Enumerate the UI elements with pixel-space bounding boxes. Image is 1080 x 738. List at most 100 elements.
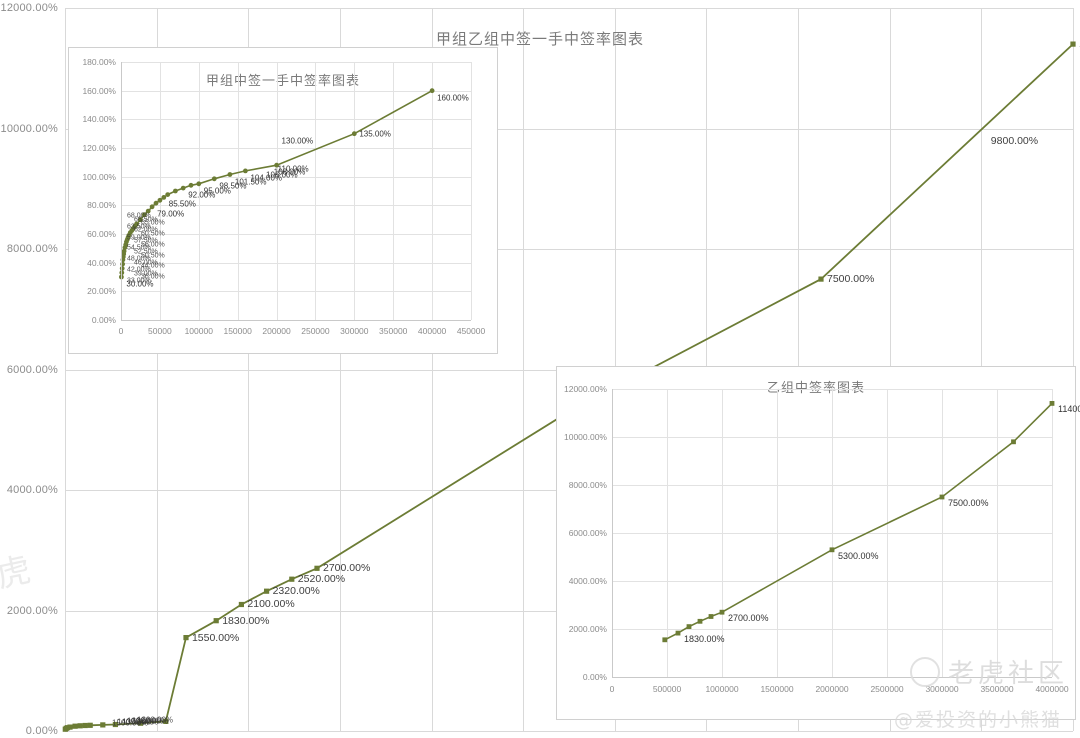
inset-yi-y-axis — [612, 389, 613, 677]
inset-jia-data-label: 95.00% — [203, 186, 231, 196]
inset-jia-data-label: 56.00% — [141, 241, 165, 249]
gridline-vertical — [339, 8, 341, 731]
gridline-vertical — [354, 62, 356, 320]
inset-yi-x-tick: 4000000 — [1035, 684, 1069, 694]
inset-jia-x-tick: 0 — [118, 326, 124, 336]
inset-jia-data-label: 104.00% — [250, 173, 283, 183]
gridline-horizontal — [121, 262, 471, 264]
inset-jia-x-axis — [121, 320, 471, 321]
inset-yi-x-tick: 3500000 — [980, 684, 1014, 694]
inset-jia-data-label: 68.00% — [127, 212, 151, 220]
inset-jia-title: 甲组中签一手中签率图表 — [205, 74, 360, 89]
inset-jia-data-label: 110.00% — [277, 164, 309, 174]
inset-yi-series — [662, 401, 1055, 643]
inset-chart-jia: 甲组中签一手中签率图表 0.00% 20.00% 40.00% 60.00% 80.00… — [68, 47, 498, 354]
gridline-horizontal — [65, 731, 1073, 732]
inset-jia-data-label: 98.50% — [219, 181, 247, 191]
inset-jia-data-label: 160.00% — [437, 93, 469, 103]
inset-jia-y-tick: 0.00% — [91, 315, 116, 325]
gridline-vertical — [832, 389, 833, 677]
gridline-vertical — [315, 62, 317, 320]
inset-jia-x-tick: 350000 — [379, 326, 408, 336]
inset-jia-data-label: 62.00% — [134, 226, 158, 234]
inset-yi-x-tick: 2500000 — [870, 684, 904, 694]
inset-jia-data-label: 66.50% — [134, 216, 158, 224]
gridline-vertical — [471, 62, 472, 320]
main-data-label: 9800.00% — [990, 134, 1039, 147]
main-y-tick: 6000.00% — [6, 363, 58, 376]
main-data-label: 7500.00% — [827, 273, 875, 286]
main-chart-y-axis — [65, 8, 66, 731]
gridline-horizontal — [65, 249, 1073, 250]
main-chart-title: 甲组乙组中签一手中签率图表 — [435, 30, 644, 48]
inset-jia-data-label: 36.00% — [141, 273, 165, 281]
inset-yi-data-label: 5300.00% — [838, 550, 879, 561]
gridline-horizontal — [121, 90, 471, 92]
inset-jia-data-label: 65.00% — [141, 219, 165, 227]
inset-jia-data-label: 44.00% — [141, 262, 165, 270]
inset-yi-data-label: 2700.00% — [728, 613, 769, 624]
inset-yi-y-tick: 10000.00% — [563, 432, 607, 442]
gridline-vertical — [432, 62, 434, 320]
inset-jia-data-label: 46.00% — [134, 259, 158, 267]
inset-yi-title: 乙组中签率图表 — [766, 381, 865, 396]
inset-jia-y-tick: 180.00% — [82, 57, 116, 67]
gridline-horizontal — [121, 119, 471, 121]
inset-jia-y-tick: 80.00% — [87, 200, 116, 211]
inset-jia-data-label: 135.00% — [359, 129, 391, 138]
main-data-label: 1300.00% — [127, 716, 164, 726]
gridline-vertical — [667, 389, 668, 677]
main-data-label: 1200.00% — [137, 715, 174, 725]
main-y-tick: 10000.00% — [0, 122, 58, 135]
inset-jia-x-tick: 200000 — [262, 326, 291, 336]
inset-jia-data-label: 57.50% — [134, 237, 158, 245]
inset-yi-y-tick: 0.00% — [582, 672, 607, 682]
inset-jia-data-label: 79.00% — [157, 209, 185, 219]
inset-jia-x-tick: 100000 — [184, 326, 213, 336]
main-data-label: 1830.00% — [222, 614, 270, 627]
inset-jia-y-axis — [121, 62, 122, 320]
gridline-horizontal — [65, 8, 1073, 9]
inset-jia-data-label: 106.00% — [266, 170, 298, 180]
main-data-label: 2100.00% — [247, 598, 295, 611]
main-y-tick: 0.00% — [25, 725, 58, 737]
inset-jia-data-label: 33.00% — [127, 277, 151, 285]
inset-yi-x-tick: 0 — [609, 684, 615, 694]
inset-jia-y-tick: 100.00% — [82, 171, 116, 182]
inset-jia-x-tick: 250000 — [301, 326, 330, 336]
main-data-label: 1500.00% — [112, 718, 149, 728]
inset-jia-data-label: 108.00% — [273, 167, 306, 177]
main-data-label: 2700.00% — [323, 562, 371, 575]
inset-yi-data-label: 1830.00% — [684, 634, 725, 645]
inset-jia-data-label: 85.50% — [168, 199, 196, 209]
main-data-label: 2320.00% — [272, 585, 320, 598]
inset-jia-x-tick: 150000 — [223, 326, 252, 336]
inset-jia-data-label: 92.00% — [188, 190, 216, 200]
inset-jia-data-label: 48.00% — [127, 255, 151, 263]
gridline-horizontal — [121, 291, 471, 293]
inset-jia-x-tick: 400000 — [417, 326, 447, 336]
inset-yi-x-tick: 1000000 — [705, 684, 739, 694]
inset-jia-y-tick: 20.00% — [87, 286, 116, 297]
gridline-vertical — [159, 62, 161, 320]
gridline-vertical — [942, 389, 943, 677]
inset-jia-data-label: 52.50% — [134, 248, 158, 256]
gridline-vertical — [523, 8, 525, 731]
inset-chart-yi: 乙组中签率图表 0.00% 2000.00% 4000.00% 6000.00% 800… — [556, 366, 1080, 720]
main-data-label: 1550.00% — [191, 631, 240, 644]
inset-yi-data-label: 11400.00% — [1058, 404, 1080, 415]
gridline-horizontal — [121, 234, 471, 235]
gridline-horizontal — [121, 148, 471, 149]
inset-jia-y-tick: 40.00% — [87, 257, 116, 268]
main-data-label: 1250.00% — [132, 716, 169, 726]
inset-jia-y-tick: 160.00% — [82, 85, 116, 96]
inset-jia-series — [119, 88, 435, 280]
inset-yi-x-tick: 500000 — [652, 684, 682, 694]
inset-jia-x-tick: 450000 — [456, 326, 486, 336]
inset-yi-x-tick: 3000000 — [925, 684, 959, 694]
inset-jia-data-label: 50.50% — [141, 252, 165, 260]
main-data-label: 1400.00% — [117, 717, 154, 727]
